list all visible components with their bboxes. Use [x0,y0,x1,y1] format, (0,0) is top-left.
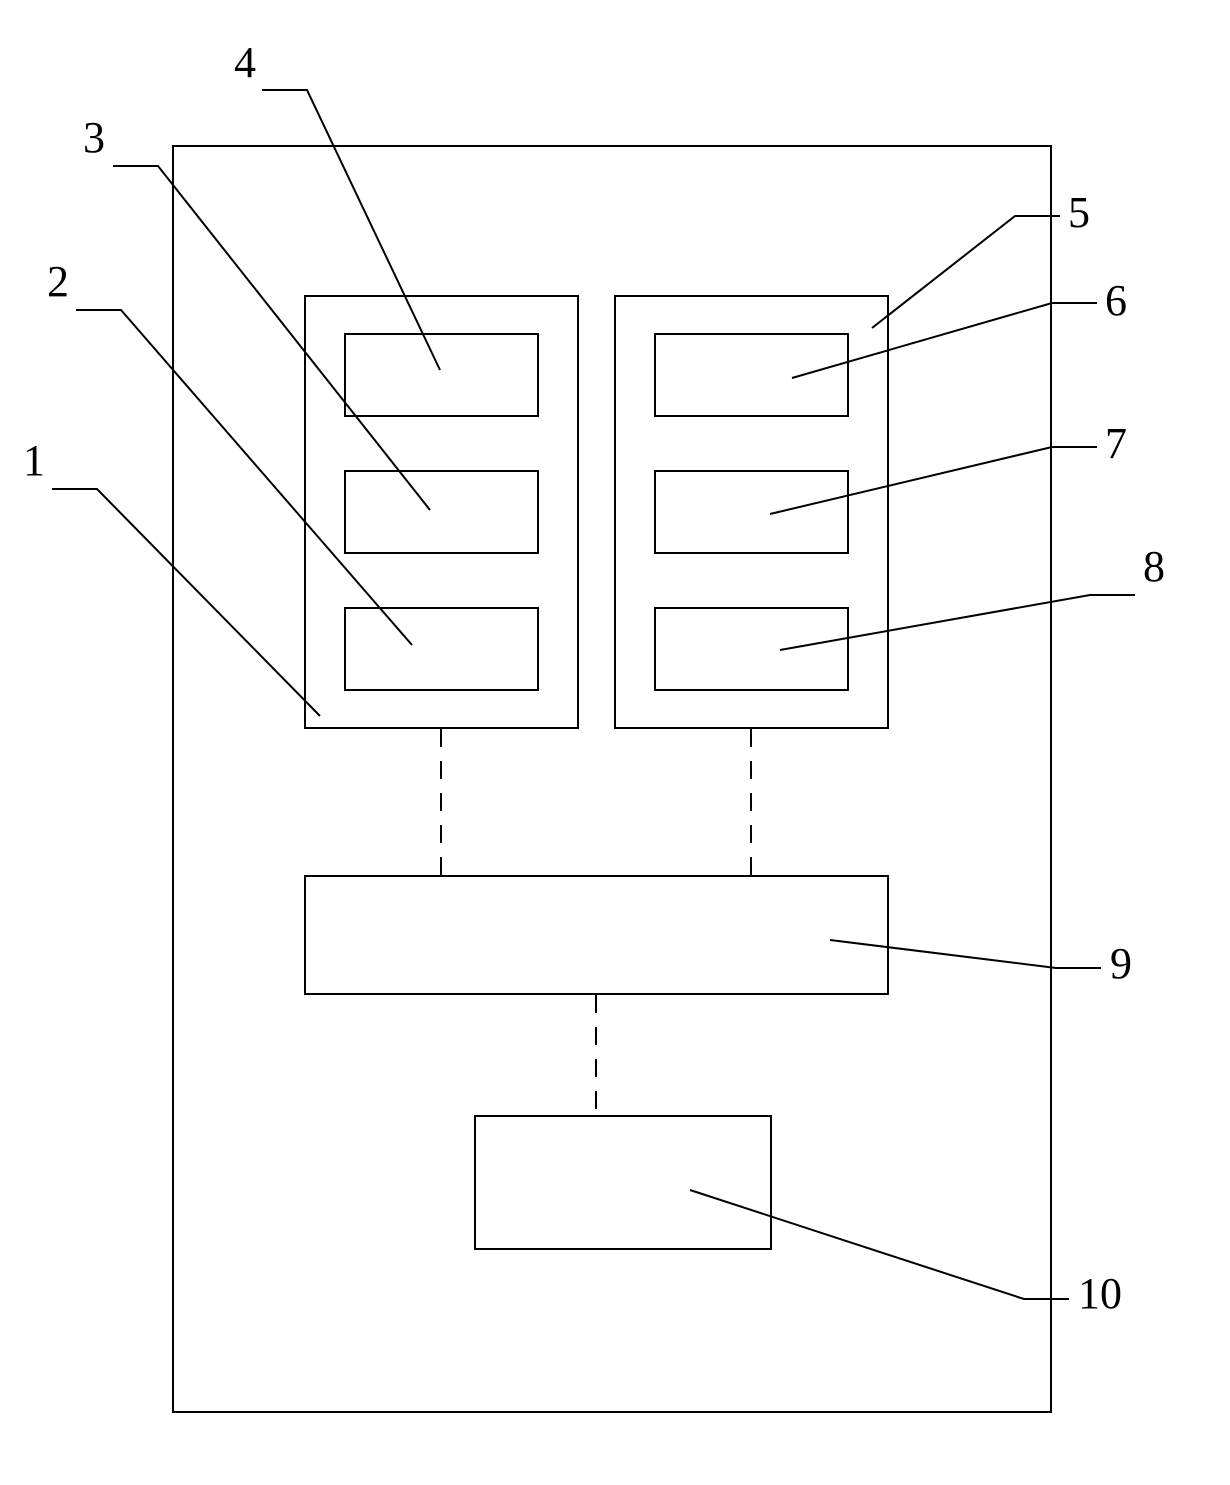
left-inner-2 [344,470,539,554]
label-9: 9 [1110,938,1132,989]
label-3: 3 [83,112,105,163]
label-6: 6 [1105,275,1127,326]
left-inner-3 [344,607,539,691]
right-inner-1 [654,333,849,417]
right-inner-3 [654,607,849,691]
mid-box [304,875,889,995]
bottom-box [474,1115,772,1250]
label-2: 2 [47,256,69,307]
label-4: 4 [234,37,256,88]
label-8: 8 [1143,541,1165,592]
label-10: 10 [1078,1268,1122,1319]
diagram-canvas: 4 3 2 1 5 6 7 8 9 10 [0,0,1230,1485]
left-inner-1 [344,333,539,417]
label-5: 5 [1068,187,1090,238]
label-7: 7 [1105,418,1127,469]
label-1: 1 [23,435,45,486]
right-inner-2 [654,470,849,554]
